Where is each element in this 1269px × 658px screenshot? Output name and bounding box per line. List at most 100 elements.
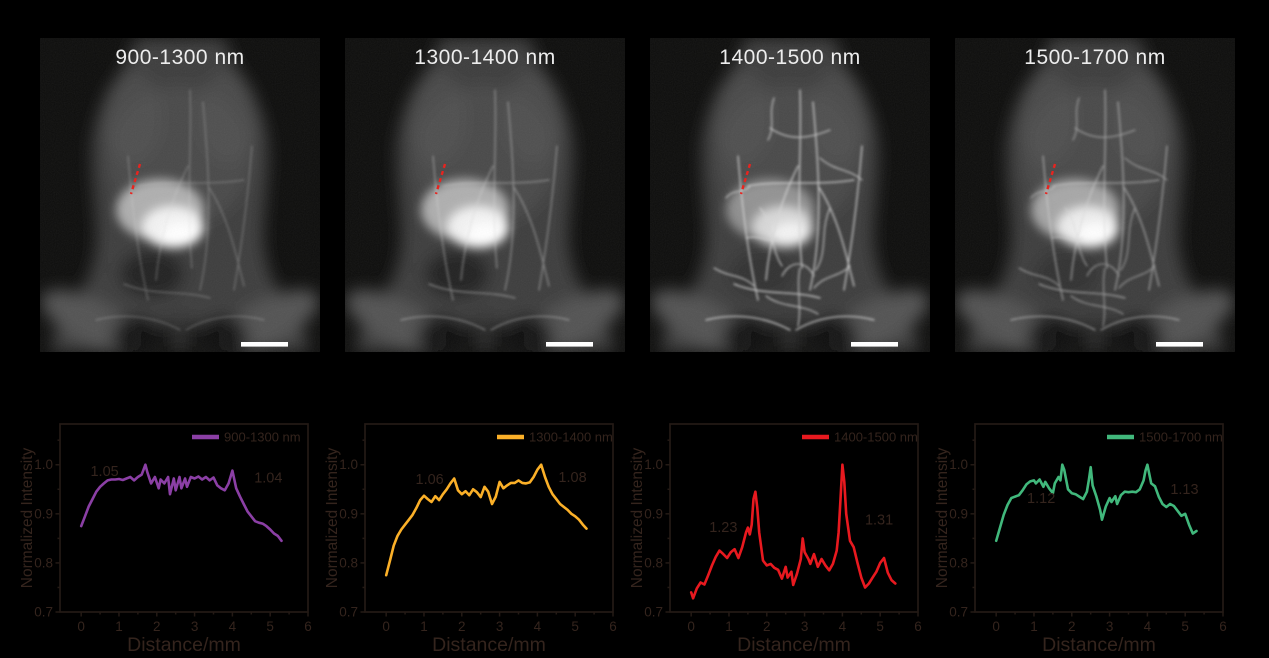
intensity-profile-plot: 0 1 2 3 4 5 6 0.7 0.8 0.9 1.0 Distance/mm Normalized… (325, 423, 617, 656)
ratio-annotation: 1.12 (1027, 491, 1055, 507)
intensity-profile-plot: 0 1 2 3 4 5 6 0.7 0.8 0.9 1.0 Distance/mm Normalized… (630, 423, 922, 656)
plot-frame (364, 423, 614, 613)
scale-bar (241, 342, 288, 347)
intensity-plot-panel-4: 0 1 2 3 4 5 6 0.7 0.8 0.9 1.0 Distance/mm Normalized… (935, 415, 1235, 658)
svg-text:0.9: 0.9 (34, 506, 53, 521)
mouse-image-panel-3: 1400-1500 nm (650, 38, 930, 352)
svg-text:0: 0 (687, 619, 695, 634)
svg-text:3: 3 (496, 619, 504, 634)
svg-text:2: 2 (1068, 619, 1076, 634)
axis-tick-labels: 0 1 2 3 4 5 6 0.7 0.8 0.9 1.0 (949, 457, 1227, 634)
mouse-fluorescence-image (955, 38, 1235, 352)
axis-ticks (665, 439, 919, 617)
scale-bar (851, 342, 898, 347)
roi-marker-line (739, 163, 752, 195)
legend: 1300-1400 nm (497, 430, 613, 445)
intensity-plot-panel-2: 0 1 2 3 4 5 6 0.7 0.8 0.9 1.0 Distance/mm Normalized… (325, 415, 625, 658)
svg-text:0.7: 0.7 (949, 605, 968, 620)
svg-text:0.8: 0.8 (644, 555, 663, 570)
ratio-annotation: 1.05 (90, 464, 118, 480)
svg-text:0.7: 0.7 (644, 605, 663, 620)
x-axis-label: Distance/mm (1042, 634, 1156, 656)
mouse-image-panel-1: 900-1300 nm (40, 38, 320, 352)
scale-bar (1156, 342, 1203, 347)
svg-text:0.9: 0.9 (644, 506, 663, 521)
intensity-curve (994, 463, 1198, 543)
svg-text:1.0: 1.0 (34, 457, 53, 472)
svg-text:5: 5 (1181, 619, 1189, 634)
y-axis-label: Normalized Intensity (630, 448, 646, 589)
roi-marker-line (1044, 163, 1057, 195)
plot-frame (59, 423, 309, 613)
svg-text:6: 6 (914, 619, 922, 634)
mouse-fluorescence-image (650, 38, 930, 352)
axis-ticks (970, 439, 1224, 617)
intensity-curve (689, 463, 897, 600)
svg-text:3: 3 (1106, 619, 1114, 634)
mouse-image-panel-4: 1500-1700 nm (955, 38, 1235, 352)
svg-text:0.9: 0.9 (949, 506, 968, 521)
ratio-annotation: 1.31 (865, 513, 893, 529)
mouse-fluorescence-image (345, 38, 625, 352)
roi-marker-line (129, 163, 142, 195)
scale-bar (546, 342, 593, 347)
ratio-annotation: 1.04 (254, 470, 282, 486)
mouse-fluorescence-image (40, 38, 320, 352)
legend-label: 1500-1700 nm (1139, 430, 1223, 445)
svg-text:6: 6 (304, 619, 312, 634)
svg-text:0: 0 (992, 619, 1000, 634)
plot-frame (669, 423, 919, 613)
svg-text:1.0: 1.0 (339, 457, 358, 472)
svg-text:1: 1 (1030, 619, 1038, 634)
svg-text:0.7: 0.7 (34, 605, 53, 620)
ratio-annotation: 1.08 (558, 470, 586, 486)
plot-frame (974, 423, 1224, 613)
intensity-curve (384, 463, 588, 577)
svg-text:1.0: 1.0 (644, 457, 663, 472)
legend: 1400-1500 nm (802, 430, 918, 445)
svg-text:4: 4 (839, 619, 847, 634)
svg-text:6: 6 (1219, 619, 1227, 634)
svg-text:1: 1 (115, 619, 123, 634)
svg-text:0.7: 0.7 (339, 605, 358, 620)
intensity-plot-panel-3: 0 1 2 3 4 5 6 0.7 0.8 0.9 1.0 Distance/mm Normalized… (630, 415, 930, 658)
ratio-annotation: 1.23 (709, 520, 737, 536)
legend-label: 900-1300 nm (224, 430, 301, 445)
x-axis-label: Distance/mm (737, 634, 851, 656)
intensity-profile-plot: 0 1 2 3 4 5 6 0.7 0.8 0.9 1.0 Distance/mm Normalized… (20, 423, 312, 656)
svg-text:0.8: 0.8 (949, 555, 968, 570)
axis-tick-labels: 0 1 2 3 4 5 6 0.7 0.8 0.9 1.0 (339, 457, 617, 634)
intensity-profile-plot: 0 1 2 3 4 5 6 0.7 0.8 0.9 1.0 Distance/mm Normalized… (935, 423, 1227, 656)
y-axis-label: Normalized Intensity (20, 448, 36, 589)
svg-text:2: 2 (763, 619, 771, 634)
svg-text:0: 0 (77, 619, 85, 634)
legend: 1500-1700 nm (1107, 430, 1223, 445)
intensity-plot-panel-1: 0 1 2 3 4 5 6 0.7 0.8 0.9 1.0 Distance/mm Normalized… (20, 415, 320, 658)
axis-tick-labels: 0 1 2 3 4 5 6 0.7 0.8 0.9 1.0 (34, 457, 312, 634)
film-grain (650, 38, 930, 352)
legend-label: 1400-1500 nm (834, 430, 918, 445)
ratio-annotation: 1.06 (416, 472, 444, 488)
film-grain (345, 38, 625, 352)
svg-text:4: 4 (534, 619, 542, 634)
svg-text:0: 0 (382, 619, 390, 634)
svg-text:0.8: 0.8 (339, 555, 358, 570)
svg-text:1.0: 1.0 (949, 457, 968, 472)
svg-text:4: 4 (1144, 619, 1152, 634)
roi-marker-line (434, 163, 447, 195)
x-axis-label: Distance/mm (432, 634, 546, 656)
svg-text:4: 4 (229, 619, 237, 634)
axis-ticks (55, 439, 309, 617)
svg-text:1: 1 (420, 619, 428, 634)
svg-text:2: 2 (458, 619, 466, 634)
x-axis-label: Distance/mm (127, 634, 241, 656)
legend: 900-1300 nm (192, 430, 301, 445)
svg-text:3: 3 (191, 619, 199, 634)
film-grain (40, 38, 320, 352)
intensity-curve (79, 463, 283, 543)
svg-text:5: 5 (571, 619, 579, 634)
svg-text:1: 1 (725, 619, 733, 634)
svg-text:0.9: 0.9 (339, 506, 358, 521)
mouse-image-panel-2: 1300-1400 nm (345, 38, 625, 352)
